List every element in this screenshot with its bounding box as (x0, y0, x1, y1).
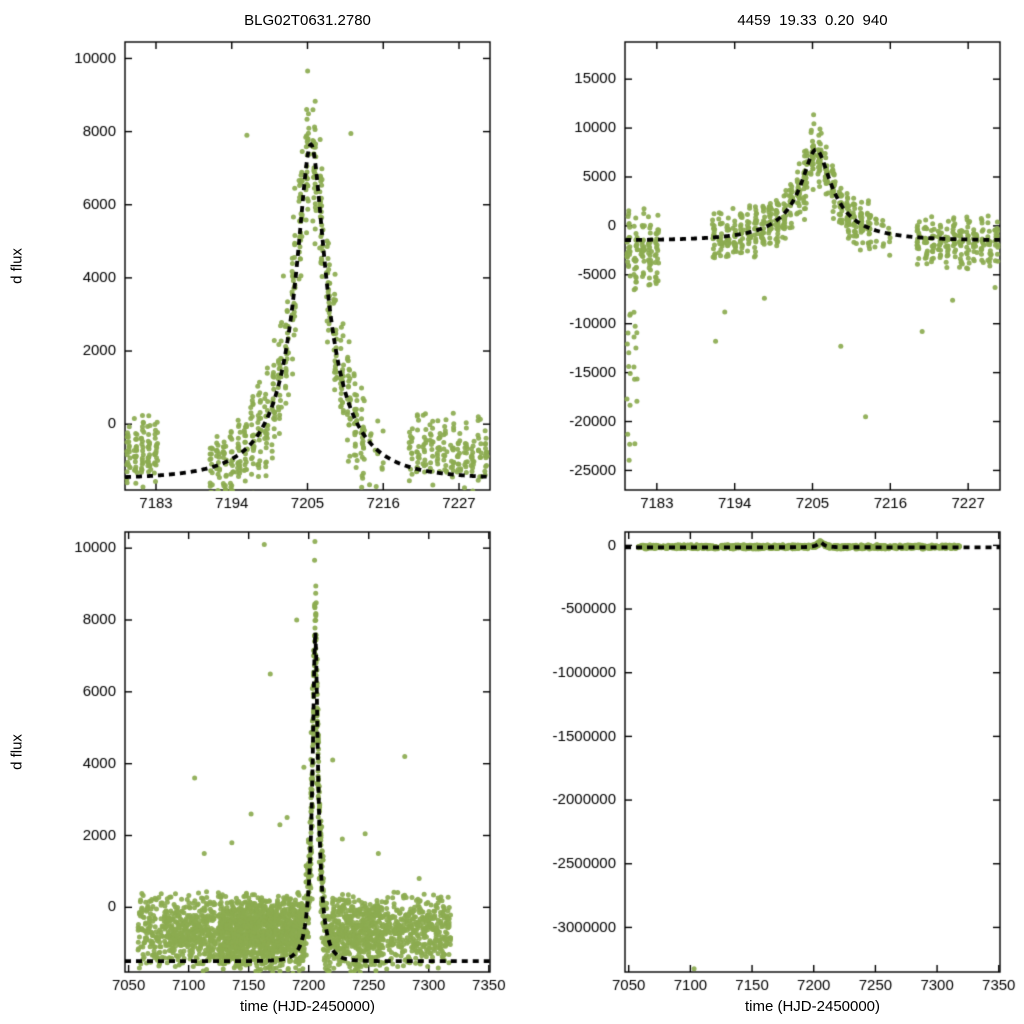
plot-canvas-bottom-left (0, 512, 512, 1024)
plot-canvas-bottom-right (512, 512, 1024, 1024)
panel-top-left: BLG02T0631.2780 d flux (0, 0, 512, 512)
x-axis-label-bottom-right: time (HJD-2450000) (744, 998, 881, 1015)
plot-canvas-top-right (512, 0, 1024, 512)
panel-title-top-left: BLG02T0631.2780 (244, 12, 371, 29)
y-axis-label-bottom-left: d flux (8, 734, 26, 770)
plot-canvas-top-left (0, 0, 512, 512)
panel-title-top-right: 4459 19.33 0.20 940 (737, 12, 888, 29)
x-axis-label-bottom-left: time (HJD-2450000) (239, 998, 376, 1015)
panel-top-right: 4459 19.33 0.20 940 (512, 0, 1024, 512)
panel-bottom-right: time (HJD-2450000) (512, 512, 1024, 1024)
y-axis-label-top-left: d flux (8, 248, 26, 284)
panel-bottom-left: d flux time (HJD-2450000) (0, 512, 512, 1024)
